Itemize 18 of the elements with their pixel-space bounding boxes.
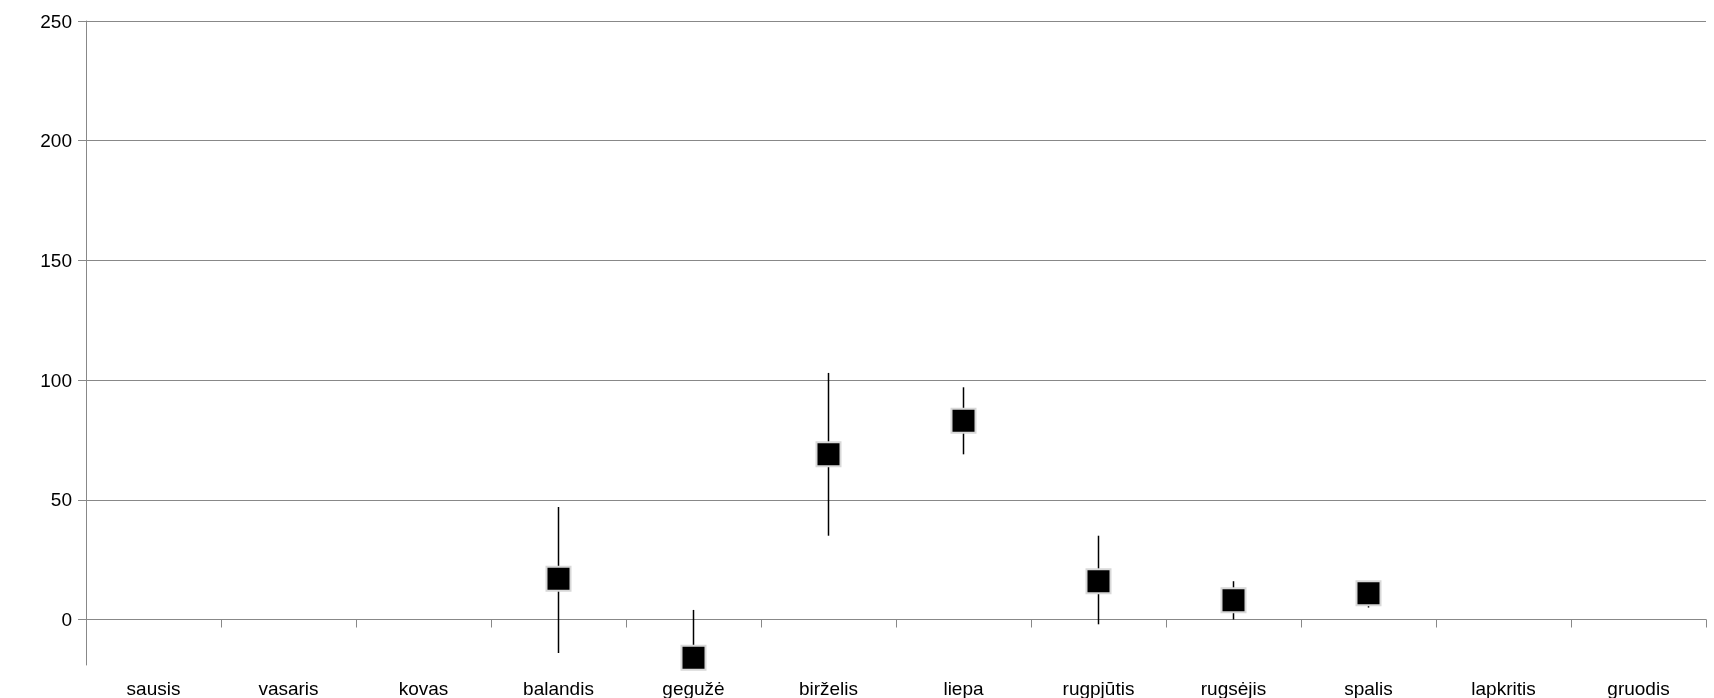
point bbox=[1220, 587, 1247, 614]
point bbox=[950, 407, 977, 434]
point bbox=[1355, 580, 1382, 607]
point bbox=[545, 565, 572, 592]
x-tick-label: vasaris bbox=[258, 678, 319, 698]
y-tick-label: 0 bbox=[61, 609, 72, 631]
x-tick-label: balandis bbox=[523, 678, 594, 698]
x-tick-label: birželis bbox=[798, 678, 859, 698]
y-tick-label: 200 bbox=[40, 130, 72, 152]
y-tick-label: 50 bbox=[50, 489, 72, 511]
x-tick-label: kovas bbox=[398, 678, 449, 698]
point bbox=[680, 644, 707, 671]
y-tick-label: 100 bbox=[40, 369, 72, 391]
y-tick-label: 150 bbox=[40, 249, 72, 271]
x-tick-label: sausis bbox=[126, 678, 181, 698]
y-tick-label: 250 bbox=[40, 10, 72, 32]
point bbox=[815, 441, 842, 468]
point bbox=[1085, 568, 1112, 595]
